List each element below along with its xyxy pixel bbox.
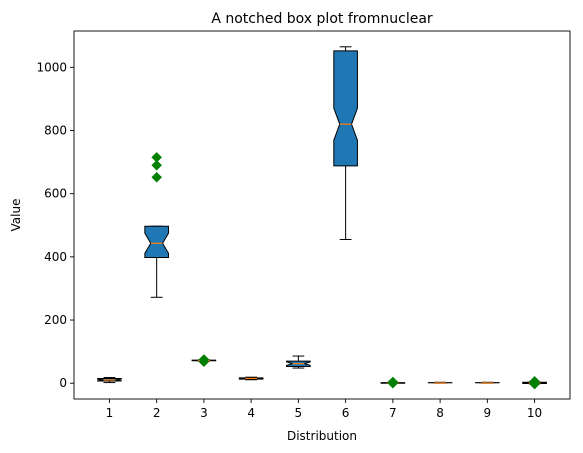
y-tick-label: 1000 — [36, 60, 67, 74]
x-tick-label: 6 — [342, 406, 350, 420]
x-tick-label: 1 — [106, 406, 114, 420]
plot-frame — [73, 30, 571, 400]
outlier-point — [387, 376, 399, 388]
x-tick-label: 8 — [436, 406, 444, 420]
plot-area: 0 200 400 600 800 1000 1 2 3 4 5 6 7 8 9 10 — [36, 46, 547, 420]
x-tick-label: 5 — [295, 406, 303, 420]
x-tick-label: 7 — [389, 406, 397, 420]
y-tick-label: 600 — [44, 187, 67, 201]
x-axis-label: Distribution — [287, 429, 357, 443]
outlier-point — [151, 151, 163, 163]
x-tick-label: 3 — [200, 406, 208, 420]
outlier-point — [151, 171, 163, 183]
chart-title: A notched box plot fromnuclear — [211, 11, 433, 27]
outlier-point — [529, 375, 540, 387]
box-2 — [144, 225, 169, 258]
x-tick-label: 10 — [527, 406, 542, 420]
x-tick-label: 4 — [247, 406, 255, 420]
y-tick-label: 800 — [44, 124, 67, 138]
x-tick-label: 9 — [484, 406, 492, 420]
y-tick-label: 400 — [44, 250, 67, 264]
box-6 — [333, 50, 358, 167]
x-tick-label: 2 — [153, 406, 161, 420]
outlier-point — [151, 159, 163, 171]
y-tick-label: 200 — [44, 313, 67, 327]
outlier-point — [198, 354, 210, 365]
y-axis-label: Value — [9, 199, 23, 232]
y-tick-label: 0 — [59, 376, 67, 390]
